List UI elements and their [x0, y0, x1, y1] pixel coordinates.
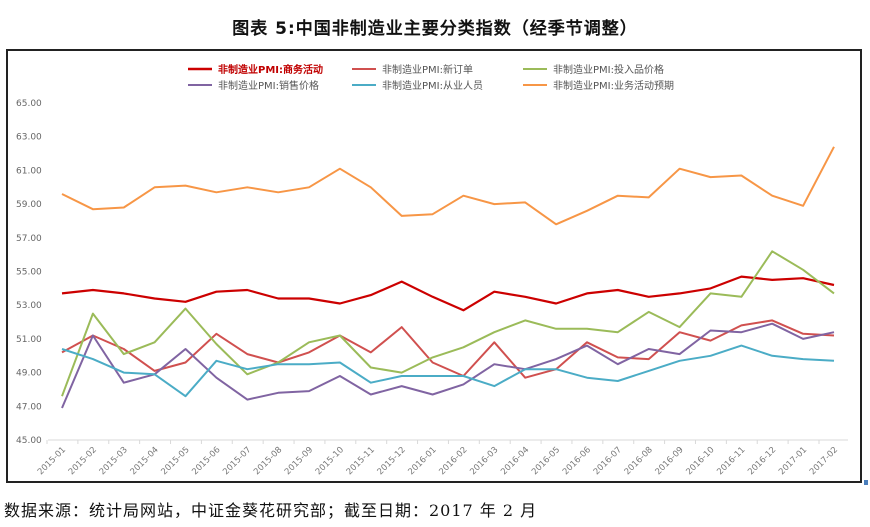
- x-tick-label: 2015-11: [345, 445, 377, 477]
- x-tick-label: 2015-05: [159, 445, 191, 477]
- legend-label: 非制造业PMI:销售价格: [218, 79, 319, 92]
- chart-frame: [6, 49, 862, 483]
- x-tick-label: 2015-01: [36, 445, 68, 477]
- x-tick-label: 2016-10: [684, 445, 716, 477]
- legend-label: 非制造业PMI:从业人员: [382, 79, 483, 92]
- x-tick-label: 2016-02: [437, 445, 469, 477]
- series-lines: [61, 146, 835, 409]
- y-tick-label: 49.00: [16, 369, 42, 379]
- chart-title: 图表 5:中国非制造业主要分类指数（经季节调整）: [232, 19, 638, 39]
- legend-label: 非制造业PMI:商务活动: [218, 63, 323, 76]
- x-tick-label: 2015-07: [221, 445, 253, 477]
- x-tick-label: 2015-08: [252, 445, 284, 477]
- y-tick-label: 63.00: [16, 133, 42, 143]
- y-tick-label: 53.00: [16, 301, 42, 311]
- series-line-0: [61, 275, 835, 312]
- x-tick-label: 2016-03: [468, 445, 500, 477]
- series-line-5: [61, 146, 835, 226]
- axes: 45.00 47.00 49.00 51.00 53.00 55.00 57.00 59.00…: [16, 99, 848, 477]
- x-tick-label: 2015-02: [67, 445, 99, 477]
- y-tick-label: 45.00: [16, 436, 42, 446]
- x-tick-label: 2017-02: [808, 445, 840, 477]
- x-tick-label: 2016-08: [623, 445, 655, 477]
- legend-label: 非制造业PMI:新订单: [382, 63, 473, 76]
- x-tick-label: 2015-10: [314, 445, 346, 477]
- x-tick-label: 2016-01: [406, 445, 438, 477]
- x-tick-label: 2016-09: [654, 445, 686, 477]
- y-tick-label: 55.00: [16, 268, 42, 278]
- x-tick-label: 2016-07: [592, 445, 624, 477]
- series-line-3: [61, 322, 835, 409]
- y-tick-label: 57.00: [16, 234, 42, 244]
- series-line-2: [61, 250, 835, 397]
- x-tick-label: 2017-01: [777, 445, 809, 477]
- x-tick-label: 2016-05: [530, 445, 562, 477]
- x-tick-label: 2015-03: [98, 445, 130, 477]
- y-tick-label: 51.00: [16, 335, 42, 345]
- x-tick-label: 2015-09: [283, 445, 315, 477]
- series-line-1: [61, 319, 835, 379]
- y-tick-label: 65.00: [16, 99, 42, 109]
- source-note: 数据来源：统计局网站，中证金葵花研究部；截至日期：2017 年 2 月: [4, 501, 538, 520]
- y-tick-label: 61.00: [16, 166, 42, 176]
- series-line-4: [61, 344, 835, 398]
- x-tick-label: 2015-06: [190, 445, 222, 477]
- marker-icon: [864, 480, 870, 485]
- x-tick-label: 2015-12: [376, 445, 408, 477]
- x-tick-label: 2016-11: [715, 445, 747, 477]
- y-tick-label: 59.00: [16, 200, 42, 210]
- x-tick-label: 2016-04: [499, 445, 531, 477]
- legend: 非制造业PMI:商务活动 非制造业PMI:新订单 非制造业PMI:投入品价格非制造业…: [188, 63, 674, 92]
- legend-label: 非制造业PMI:业务活动预期: [553, 79, 674, 92]
- x-tick-label: 2016-12: [746, 445, 778, 477]
- x-tick-label: 2016-06: [561, 445, 593, 477]
- x-tick-label: 2015-04: [129, 445, 161, 477]
- legend-label: 非制造业PMI:投入品价格: [553, 63, 664, 76]
- y-tick-label: 47.00: [16, 402, 42, 412]
